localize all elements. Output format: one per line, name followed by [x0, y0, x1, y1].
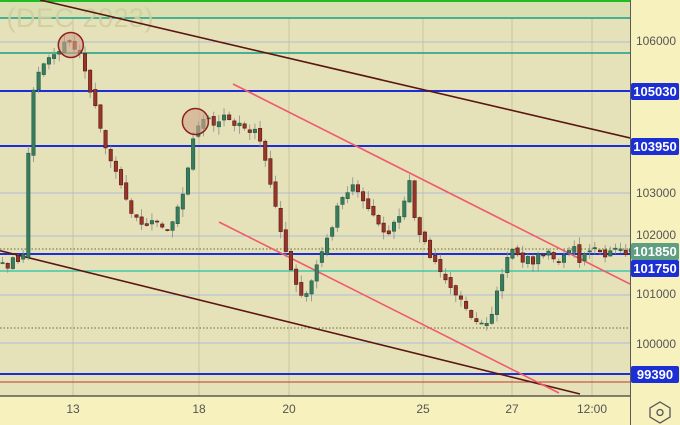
svg-text:S (DEC 2023): S (DEC 2023)	[0, 3, 154, 33]
